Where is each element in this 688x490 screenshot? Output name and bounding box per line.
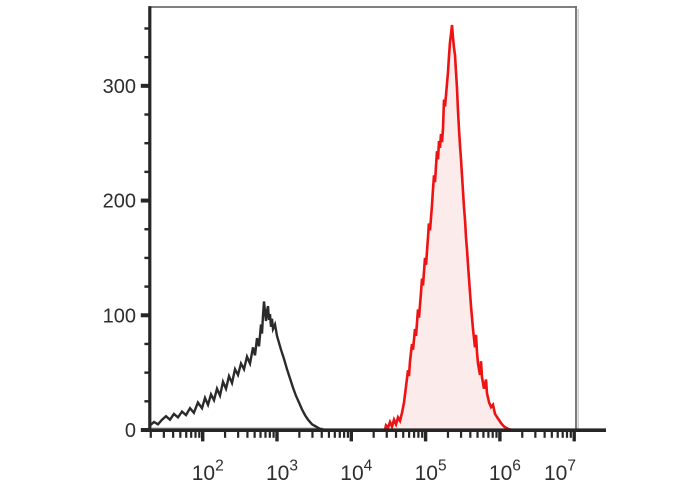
y-minor-tick-25 (144, 400, 150, 403)
y-minor-tick-125 (144, 285, 150, 288)
x-minor-tick (172, 432, 175, 438)
x-minor-tick (259, 432, 262, 438)
x-minor-tick (417, 432, 420, 438)
x-minor-tick (333, 432, 336, 438)
x-minor-tick (469, 432, 472, 438)
x-minor-tick (446, 432, 450, 438)
x-major-tick-1e3 (275, 432, 279, 442)
control-black-histogram-curve (149, 301, 327, 432)
y-minor-tick-50 (144, 371, 150, 374)
x-minor-tick (495, 432, 498, 438)
y-major-tick-0 (140, 428, 150, 432)
x-minor-tick (253, 432, 256, 438)
x-minor-tick (521, 432, 524, 438)
x-minor-tick (198, 432, 201, 438)
x-minor-tick (298, 432, 301, 438)
x-minor-tick (194, 432, 197, 438)
x-minor-tick (421, 432, 424, 438)
x-minor-tick (565, 432, 569, 438)
x-major-tick-1e2 (201, 432, 205, 442)
y-tick-label-100: 100 (103, 305, 136, 327)
y-minor-tick-150 (144, 256, 150, 260)
x-minor-tick (185, 432, 188, 438)
x-minor-tick (543, 432, 546, 438)
x-minor-tick (338, 432, 341, 438)
y-minor-tick-350 (144, 27, 150, 30)
x-minor-tick (327, 432, 331, 438)
x-minor-tick (237, 432, 240, 438)
x-minor-tick (320, 432, 323, 438)
x-minor-tick (190, 432, 193, 438)
x-minor-tick (482, 432, 485, 438)
x-minor-tick (402, 432, 405, 438)
x-minor-tick (162, 432, 165, 438)
x-minor-tick (149, 432, 152, 438)
x-minor-tick (569, 432, 572, 438)
x-tick-label-1e2: 102 (192, 458, 224, 486)
x-minor-tick (246, 432, 249, 438)
y-minor-tick-250 (144, 142, 150, 145)
y-major-tick-300 (140, 83, 150, 88)
x-minor-tick (476, 432, 479, 438)
x-major-tick-1e7 (572, 432, 576, 442)
stained-red-histogram-curve (383, 24, 513, 432)
x-minor-tick (459, 432, 463, 438)
y-minor-tick-325 (144, 55, 150, 59)
x-minor-tick (268, 432, 271, 438)
x-minor-tick (491, 432, 494, 438)
x-axis-line (147, 428, 606, 432)
x-tick-label-1e5: 105 (415, 458, 447, 486)
x-tick-label-1e3: 103 (266, 458, 298, 486)
x-major-tick-1e4 (349, 432, 353, 442)
x-minor-tick (394, 432, 398, 438)
y-minor-tick-175 (144, 228, 150, 231)
x-minor-tick (408, 432, 411, 438)
y-axis-line (148, 6, 152, 432)
x-minor-tick (223, 432, 227, 438)
x-major-tick-1e5 (423, 432, 428, 442)
y-minor-tick-225 (144, 170, 150, 174)
stained-red-histogram-fill (385, 25, 512, 430)
y-tick-label-0: 0 (125, 420, 136, 442)
x-minor-tick (311, 432, 314, 438)
x-minor-tick (561, 432, 564, 438)
x-minor-tick (412, 432, 416, 438)
x-minor-tick (264, 432, 267, 438)
y-minor-tick-75 (144, 342, 150, 346)
x-minor-tick (550, 432, 553, 438)
y-tick-label-300: 300 (103, 76, 136, 98)
x-tick-label-1e6: 106 (489, 458, 521, 486)
x-minor-tick (556, 432, 559, 438)
x-minor-tick (372, 432, 375, 438)
x-minor-tick (534, 432, 537, 438)
x-minor-tick (487, 432, 490, 438)
y-major-tick-200 (140, 198, 150, 203)
x-minor-tick (385, 432, 388, 438)
x-minor-tick (272, 432, 275, 438)
y-major-tick-100 (140, 313, 150, 318)
y-tick-label-200: 200 (103, 191, 136, 213)
x-minor-tick (346, 432, 350, 438)
x-minor-tick (342, 432, 346, 438)
x-minor-tick (179, 432, 182, 438)
x-major-tick-1e6 (498, 432, 502, 442)
y-minor-tick-275 (144, 113, 150, 116)
x-tick-label-1e4: 104 (340, 458, 372, 486)
x-tick-label-1e7: 107 (544, 458, 576, 486)
